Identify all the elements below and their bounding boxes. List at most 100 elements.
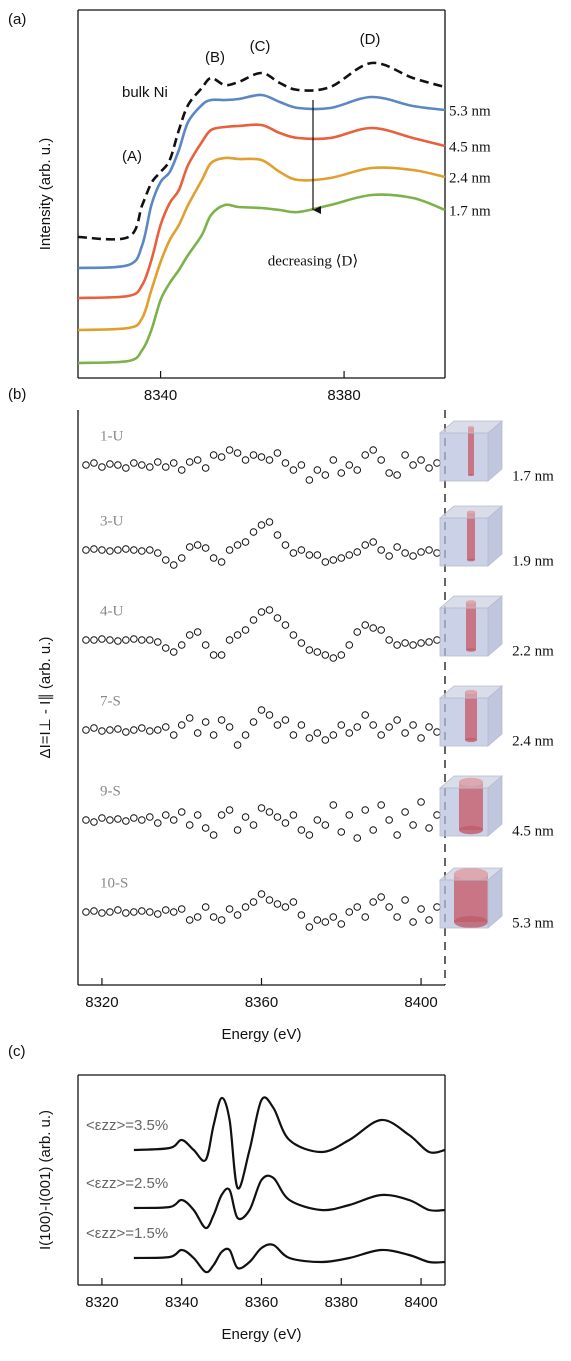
data-point <box>106 908 114 916</box>
data-point <box>433 636 441 644</box>
data-point <box>122 728 130 736</box>
data-point <box>329 801 338 809</box>
data-point <box>201 544 210 552</box>
data-point <box>385 816 393 824</box>
data-point <box>329 556 338 564</box>
data-point <box>185 458 194 466</box>
data-point <box>401 729 409 737</box>
data-point <box>146 546 154 554</box>
data-point <box>361 621 370 629</box>
data-point <box>265 896 274 904</box>
data-point <box>369 538 377 546</box>
data-point <box>161 556 170 564</box>
data-point <box>385 469 393 477</box>
data-point <box>433 728 441 736</box>
data-point <box>153 910 162 918</box>
data-point <box>257 706 266 714</box>
x-axis-label: Energy (eV) <box>221 1326 301 1343</box>
data-point <box>281 716 290 724</box>
data-point <box>265 456 274 464</box>
data-point <box>98 635 106 643</box>
data-point <box>353 834 362 842</box>
data-point <box>122 545 130 553</box>
data-point <box>361 541 370 549</box>
data-point <box>98 546 106 554</box>
data-point <box>201 718 210 726</box>
data-point <box>401 896 409 904</box>
data-point <box>321 558 330 566</box>
data-point <box>329 456 338 464</box>
data-point <box>297 721 306 729</box>
sample-name: 3-U <box>100 513 123 529</box>
data-point <box>369 826 377 834</box>
data-point <box>201 641 210 649</box>
series-label: 5.3 nm <box>449 103 491 119</box>
data-point <box>361 451 370 459</box>
series-label: 1.7 nm <box>449 203 491 219</box>
data-point <box>297 639 306 647</box>
data-point <box>217 811 226 819</box>
series-label: 2.4 nm <box>449 170 491 186</box>
data-point <box>401 808 409 816</box>
data-point <box>217 651 226 659</box>
data-point <box>233 911 242 919</box>
data-point <box>313 916 322 924</box>
data-point <box>281 819 290 827</box>
data-point <box>433 811 441 819</box>
data-point <box>130 546 138 554</box>
data-point <box>217 716 226 724</box>
data-point <box>193 628 202 636</box>
data-point <box>241 903 250 911</box>
data-point <box>177 808 186 816</box>
data-point <box>90 818 98 826</box>
series-line <box>77 193 446 365</box>
cylinder-body <box>465 692 477 740</box>
data-point <box>345 551 354 559</box>
data-point <box>417 734 425 742</box>
data-point <box>393 831 401 839</box>
data-point <box>289 731 298 739</box>
data-point <box>393 641 401 649</box>
data-point <box>98 727 106 735</box>
data-point <box>353 903 362 911</box>
data-point <box>409 721 417 729</box>
cylinder-body <box>454 874 488 922</box>
data-point <box>122 464 130 472</box>
x-tick-label: 8360 <box>245 1294 278 1311</box>
data-point <box>385 636 393 644</box>
data-point <box>361 711 370 719</box>
data-point <box>201 824 210 832</box>
data-point <box>273 614 282 622</box>
data-point <box>361 913 370 921</box>
panel-label: (b) <box>8 386 26 403</box>
series-line <box>77 156 446 332</box>
data-point <box>153 549 162 557</box>
data-point <box>265 711 274 719</box>
cylinder-bottom <box>454 916 488 928</box>
cylinder-body <box>467 512 475 560</box>
data-point <box>233 826 242 834</box>
data-point <box>321 821 330 829</box>
size-label: 1.9 nm <box>512 553 554 569</box>
data-point <box>249 451 258 459</box>
data-point <box>106 726 114 734</box>
size-label: 2.2 nm <box>512 643 554 659</box>
data-point <box>417 548 425 556</box>
data-point <box>138 724 146 732</box>
data-point <box>82 908 90 916</box>
data-point <box>377 456 385 464</box>
data-point <box>138 907 146 915</box>
data-point <box>377 893 385 901</box>
data-point <box>257 521 266 529</box>
data-point <box>169 816 178 824</box>
data-point <box>233 631 242 639</box>
data-point <box>98 463 106 471</box>
data-point <box>345 811 354 819</box>
x-axis-label: Energy (eV) <box>221 1026 301 1043</box>
data-point <box>281 459 290 467</box>
sample-cube <box>438 685 504 747</box>
size-label: 5.3 nm <box>512 915 554 931</box>
data-point <box>249 616 258 624</box>
cube-front <box>439 787 489 837</box>
data-point <box>305 831 314 839</box>
